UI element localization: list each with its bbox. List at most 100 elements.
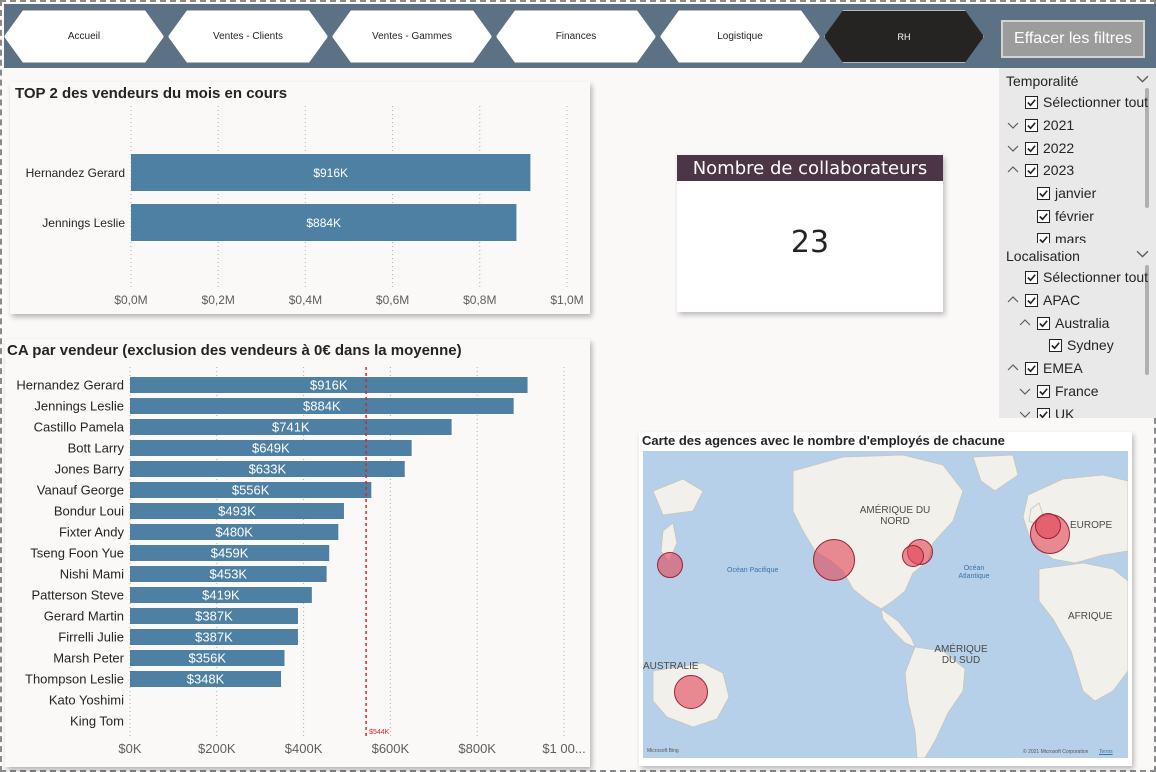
bar[interactable] (131, 154, 531, 191)
bar-data-label: $453K (210, 567, 248, 582)
checkbox-checked-icon[interactable] (1037, 316, 1050, 330)
slicer-localisation: Localisation Sélectionner tout APAC Aust… (999, 243, 1156, 418)
bar-data-label: $633K (249, 462, 287, 477)
slicer-item-uk[interactable]: UK (1019, 404, 1074, 418)
category-label: Castillo Pamela (34, 420, 125, 435)
bar[interactable] (130, 524, 339, 540)
bar[interactable] (130, 398, 514, 414)
agency-bubble-san-francisco[interactable] (813, 539, 855, 581)
world-map[interactable]: AMÉRIQUE DU NORD EUROPE AFRIQUE AMÉRIQUE… (643, 451, 1128, 758)
slicer-item-france[interactable]: France (1019, 381, 1099, 401)
sales-bar-chart: $0K $200K $400K $600K $800K $1 00... Hernandez… (16, 367, 586, 756)
bar[interactable] (130, 503, 344, 519)
bar[interactable] (130, 587, 312, 603)
bar[interactable] (130, 671, 282, 687)
slicer-item-sydney[interactable]: Sydney (1049, 335, 1114, 355)
slicer-localisation-scrollbar[interactable] (1145, 265, 1149, 375)
chevron-down-icon[interactable] (1136, 248, 1149, 261)
slicer-item-janvier[interactable]: janvier (1037, 183, 1096, 203)
nav-button-ventes-gammes[interactable]: Ventes - Gammes (332, 10, 492, 63)
bar-data-label: $387K (195, 630, 233, 645)
slicer-temporalite-title: Temporalité (1006, 73, 1079, 89)
navigation-bar: Accueil Ventes - Clients Ventes - Gammes… (4, 4, 1156, 68)
checkbox-checked-icon[interactable] (1025, 293, 1038, 307)
checkbox-checked-icon[interactable] (1049, 338, 1062, 352)
checkbox-checked-icon[interactable] (1025, 163, 1038, 177)
slicer-item-select-all[interactable]: Sélectionner tout (1025, 92, 1148, 112)
category-label: Fixter Andy (59, 525, 125, 540)
average-label: $544K (369, 729, 390, 736)
slicer-item-2023[interactable]: 2023 (1007, 160, 1074, 180)
map-terms-link[interactable]: Terms (1099, 749, 1113, 755)
category-label: Firrelli Julie (58, 630, 124, 645)
slicer-item-label: Sydney (1067, 337, 1114, 353)
agency-bubble-london[interactable] (1035, 513, 1061, 539)
chevron-down-icon[interactable] (1007, 142, 1019, 154)
category-label: King Tom (70, 714, 124, 729)
checkbox-checked-icon[interactable] (1025, 141, 1038, 155)
checkbox-checked-icon[interactable] (1037, 209, 1050, 223)
top2-chart-title: TOP 2 des vendeurs du mois en cours (15, 85, 288, 102)
bar-data-label: $884K (303, 399, 341, 414)
checkbox-checked-icon[interactable] (1025, 95, 1038, 109)
bar[interactable] (130, 440, 412, 456)
bar[interactable] (130, 482, 372, 498)
nav-button-finances[interactable]: Finances (496, 10, 656, 63)
chevron-down-icon[interactable] (1007, 119, 1019, 131)
chevron-up-icon[interactable] (1007, 294, 1019, 306)
category-label: Hernandez Gerard (26, 166, 125, 180)
checkbox-checked-icon[interactable] (1037, 384, 1050, 398)
kpi-value: 23 (790, 225, 830, 260)
slicer-item-australia[interactable]: Australia (1019, 313, 1109, 333)
chevron-down-icon[interactable] (1019, 408, 1031, 418)
slicer-item-select-all[interactable]: Sélectionner tout (1025, 267, 1148, 287)
chevron-up-icon[interactable] (1007, 362, 1019, 374)
x-tick-label: $400K (285, 741, 323, 756)
bar-data-label: $741K (272, 420, 310, 435)
slicer-item-label: APAC (1043, 292, 1081, 308)
checkbox-checked-icon[interactable] (1025, 270, 1038, 284)
agency-bubble-tokyo[interactable] (657, 552, 683, 578)
slicer-item-emea[interactable]: EMEA (1007, 358, 1083, 378)
category-label: Jones Barry (55, 462, 125, 477)
slicer-item-2021[interactable]: 2021 (1007, 115, 1074, 135)
bar[interactable] (130, 461, 405, 477)
checkbox-checked-icon[interactable] (1037, 407, 1050, 418)
nav-button-accueil[interactable]: Accueil (4, 10, 164, 63)
top2-sellers-card: TOP 2 des vendeurs du mois en cours $0,0… (10, 82, 590, 314)
bar-data-label: $419K (202, 588, 240, 603)
employee-count-card: Nombre de collaborateurs 23 (677, 155, 943, 312)
checkbox-checked-icon[interactable] (1025, 361, 1038, 375)
slicer-temporalite-scrollbar[interactable] (1145, 88, 1149, 208)
bar[interactable] (130, 650, 285, 666)
checkbox-checked-icon[interactable] (1037, 232, 1050, 243)
x-tick-label: $200K (198, 741, 236, 756)
bar[interactable] (130, 545, 330, 561)
slicer-item-fevrier[interactable]: février (1037, 206, 1094, 226)
chevron-down-icon[interactable] (1019, 385, 1031, 397)
slicer-item-2022[interactable]: 2022 (1007, 138, 1074, 158)
bar[interactable] (130, 566, 327, 582)
chevron-down-icon[interactable] (1136, 73, 1149, 86)
agency-bubble-nyc[interactable] (902, 545, 924, 567)
clear-filters-button[interactable]: Effacer les filtres (1001, 20, 1145, 58)
chevron-up-icon[interactable] (1007, 164, 1019, 176)
bar[interactable] (130, 629, 298, 645)
bar[interactable] (130, 377, 528, 393)
bar[interactable] (130, 608, 298, 624)
top2-bar-chart: $0,0M $0,2M $0,4M $0,6M $0,8M $1,0M Hernandez … (26, 106, 584, 307)
x-tick-label: $0,0M (114, 293, 147, 307)
nav-button-rh[interactable]: RH (824, 10, 984, 63)
checkbox-checked-icon[interactable] (1025, 118, 1038, 132)
bar[interactable] (130, 419, 452, 435)
nav-button-ventes-clients[interactable]: Ventes - Clients (168, 10, 328, 63)
chevron-up-icon[interactable] (1019, 317, 1031, 329)
x-tick-label: $0,8M (463, 293, 496, 307)
nav-button-logistique[interactable]: Logistique (660, 10, 820, 63)
agency-bubble-sydney[interactable] (674, 675, 708, 709)
slicer-item-mars[interactable]: mars (1037, 229, 1086, 243)
bar-data-label: $916K (313, 166, 348, 180)
slicer-item-apac[interactable]: APAC (1007, 290, 1080, 310)
bar[interactable] (131, 204, 517, 241)
checkbox-checked-icon[interactable] (1037, 186, 1050, 200)
